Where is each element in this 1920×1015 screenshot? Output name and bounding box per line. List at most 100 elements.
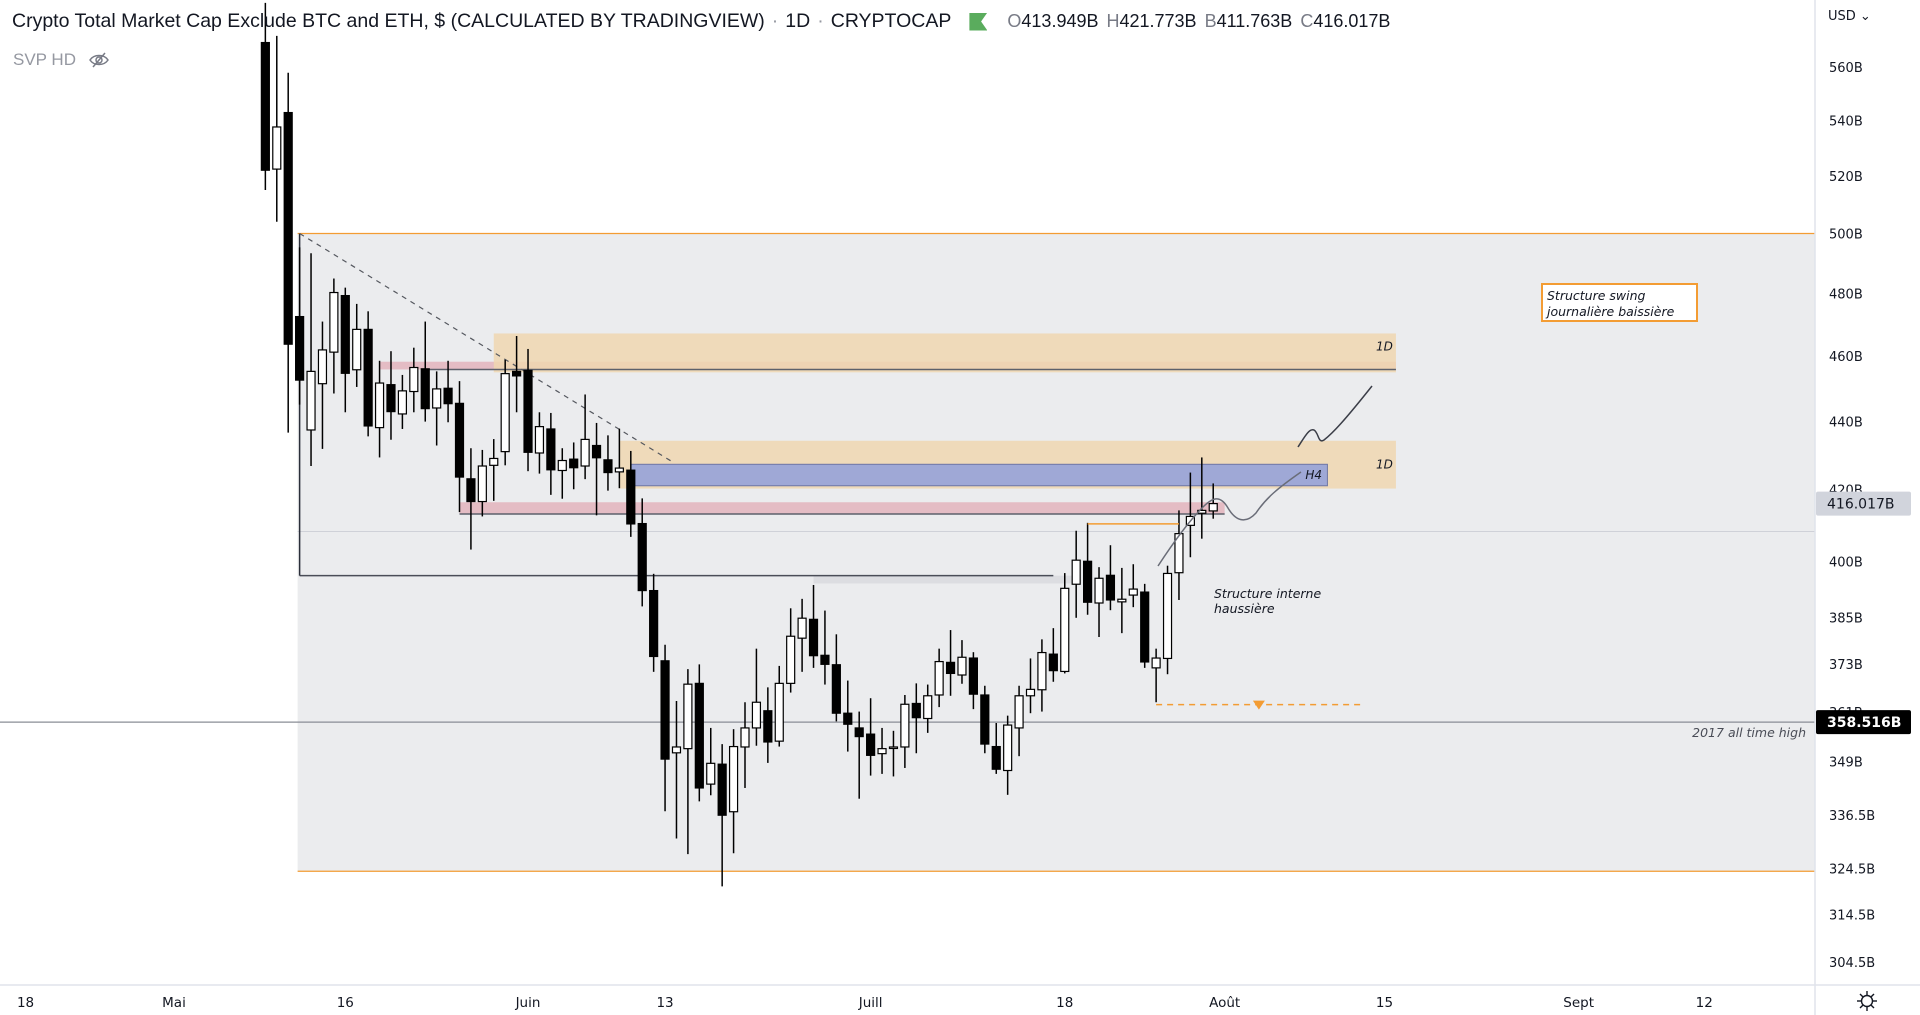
candle[interactable] [546, 412, 556, 495]
h4-zone[interactable] [630, 463, 1328, 487]
candle[interactable] [489, 439, 499, 501]
candle[interactable] [1117, 567, 1127, 634]
candle[interactable] [683, 669, 693, 855]
candle[interactable] [671, 701, 682, 839]
candle[interactable] [820, 610, 830, 685]
candle[interactable] [843, 680, 853, 752]
candle[interactable] [1208, 483, 1218, 519]
symbol-title[interactable]: Crypto Total Market Cap Exclude BTC and … [12, 10, 765, 32]
candle[interactable] [1082, 522, 1093, 615]
settings-gear-icon[interactable] [1856, 990, 1878, 1012]
candle[interactable] [854, 711, 864, 799]
interval-label[interactable]: 1D [785, 10, 811, 32]
candle[interactable] [1060, 573, 1070, 674]
candle[interactable] [626, 450, 636, 537]
candle[interactable] [260, 2, 270, 191]
candle[interactable] [1014, 685, 1024, 757]
candle[interactable] [306, 253, 316, 467]
candle[interactable] [649, 573, 659, 672]
candle[interactable] [694, 664, 704, 802]
candle[interactable] [637, 498, 647, 607]
candle[interactable] [1071, 530, 1081, 618]
dashed-trendline[interactable] [299, 232, 674, 463]
candle[interactable] [1048, 628, 1058, 682]
candle[interactable] [740, 702, 750, 788]
candle[interactable] [420, 321, 430, 422]
candle[interactable] [888, 730, 899, 777]
candle[interactable] [1151, 648, 1161, 703]
candle[interactable] [591, 422, 602, 516]
candle[interactable] [477, 449, 487, 517]
projection-curve-long[interactable] [1297, 385, 1373, 448]
candle[interactable] [317, 321, 328, 449]
candle[interactable] [1025, 658, 1036, 714]
candle[interactable] [329, 278, 339, 394]
candle[interactable] [614, 428, 624, 489]
candle[interactable] [1128, 564, 1138, 608]
candle[interactable] [797, 598, 807, 672]
candle[interactable] [511, 335, 522, 413]
candle[interactable] [808, 584, 819, 668]
candle[interactable] [386, 351, 396, 440]
indicator-name[interactable]: SVP HD [13, 50, 76, 69]
candle[interactable] [934, 648, 944, 708]
candle[interactable] [443, 360, 453, 423]
candle[interactable] [1037, 639, 1047, 712]
candle[interactable] [569, 442, 579, 490]
candle[interactable] [340, 287, 350, 413]
candle[interactable] [557, 448, 567, 499]
candle[interactable] [1174, 510, 1184, 600]
candle[interactable] [580, 394, 590, 480]
candle[interactable] [717, 744, 727, 887]
candle[interactable] [957, 640, 967, 684]
candle[interactable] [534, 412, 545, 474]
currency-dropdown[interactable]: USD ⌄ [1828, 9, 1871, 24]
candle[interactable] [866, 698, 876, 776]
candle[interactable] [706, 727, 716, 796]
candle[interactable] [397, 374, 407, 429]
candle[interactable] [603, 435, 613, 491]
candle[interactable] [374, 360, 385, 458]
candle[interactable] [500, 359, 510, 466]
candle[interactable] [363, 311, 373, 437]
internal-structure-note[interactable]: haussière [1214, 601, 1275, 616]
projection-curve-short[interactable] [1157, 471, 1302, 567]
candle[interactable] [283, 72, 293, 433]
range-box[interactable] [297, 233, 1815, 872]
candle[interactable] [923, 684, 933, 733]
candle[interactable] [1140, 583, 1150, 668]
candle[interactable] [911, 683, 921, 754]
gray-band[interactable] [813, 575, 1077, 584]
candle[interactable] [660, 644, 670, 812]
candle[interactable] [409, 347, 419, 413]
candle[interactable] [432, 371, 442, 446]
candle[interactable] [295, 247, 305, 405]
candle[interactable] [786, 608, 796, 693]
pink-zone-lower[interactable] [459, 502, 1225, 514]
candle[interactable] [945, 630, 956, 696]
candle[interactable] [877, 727, 887, 774]
candle[interactable] [523, 348, 533, 472]
candle[interactable] [1003, 715, 1013, 795]
candle[interactable] [1105, 545, 1116, 611]
candle[interactable] [272, 35, 282, 222]
candle[interactable] [1162, 565, 1173, 675]
internal-structure-note[interactable]: Structure interne [1214, 586, 1321, 601]
candle[interactable] [466, 448, 476, 550]
candle[interactable] [991, 723, 1001, 774]
candle[interactable] [763, 687, 773, 763]
candle[interactable] [831, 634, 841, 722]
candle[interactable] [751, 648, 762, 746]
candle[interactable] [352, 303, 362, 387]
candle[interactable] [774, 665, 784, 747]
eye-hidden-icon[interactable] [88, 51, 110, 69]
candle[interactable] [728, 729, 739, 854]
candle[interactable] [454, 381, 465, 513]
candle[interactable] [980, 685, 990, 754]
daily-zone-upper[interactable] [493, 333, 1396, 373]
candle[interactable] [1094, 567, 1104, 638]
candle[interactable] [900, 694, 910, 768]
candle[interactable] [968, 652, 979, 710]
